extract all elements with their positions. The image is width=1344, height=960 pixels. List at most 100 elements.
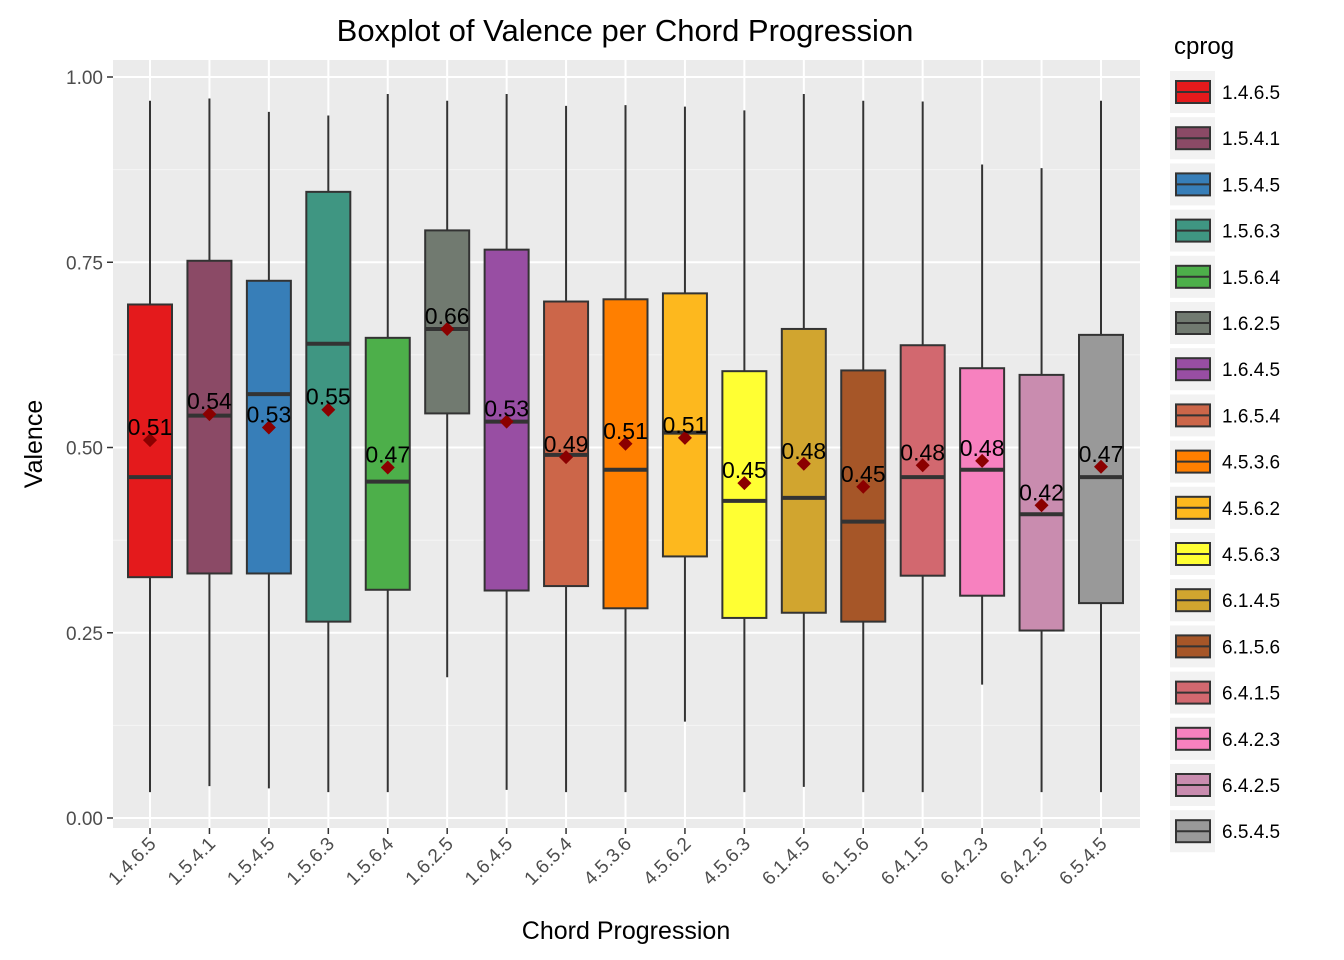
- box-iqr: [661, 292, 708, 558]
- legend-label: 6.4.2.3: [1222, 730, 1280, 751]
- mean-label: 0.51: [603, 418, 648, 444]
- legend-label: 6.4.1.5: [1222, 684, 1280, 705]
- legend-label: 1.5.4.1: [1222, 129, 1280, 150]
- mean-label: 0.47: [365, 442, 410, 468]
- mean-marker: [440, 321, 455, 336]
- box-group: 0.55: [305, 115, 352, 793]
- x-tick-label: 6.4.2.3: [937, 834, 993, 890]
- box-group: 0.53: [245, 111, 292, 789]
- legend-item: 6.5.4.5: [1170, 810, 1280, 853]
- y-tick-label: 1.00: [66, 68, 103, 89]
- x-axis: 1.4.6.5 1.5.4.1 1.5.4.5 1.5.6.3 1.5.6.4 1.6.2…: [105, 828, 1112, 890]
- legend-label: 6.4.2.5: [1222, 776, 1280, 797]
- mean-label: 0.55: [306, 384, 351, 410]
- legend-label: 1.5.6.4: [1222, 268, 1281, 289]
- x-tick-label: 6.1.5.6: [818, 834, 874, 890]
- boxes-layer: 0.51 0.54 0.53 0.55 0.47 0.66 0.53 0.49 0.51 0.51…: [127, 94, 1124, 793]
- box-group: 0.51: [661, 106, 708, 722]
- legend-item: 1.5.6.4: [1170, 255, 1281, 298]
- x-tick-label: 1.5.6.4: [342, 833, 398, 889]
- mean-label: 0.47: [1079, 441, 1124, 467]
- box-iqr: [602, 298, 649, 610]
- legend-label: 6.1.5.6: [1222, 637, 1280, 658]
- mean-label: 0.48: [781, 438, 826, 464]
- legend-title: cprog: [1174, 33, 1234, 60]
- x-tick-label: 1.5.6.3: [283, 834, 339, 890]
- mean-label: 0.53: [484, 396, 529, 422]
- box-group: 0.48: [899, 101, 946, 793]
- mean-marker: [618, 436, 633, 451]
- box-group: 0.45: [840, 100, 887, 793]
- legend-item: 1.4.6.5: [1170, 71, 1280, 113]
- mean-label: 0.45: [722, 457, 767, 483]
- x-tick-label: 4.5.6.3: [699, 834, 755, 890]
- mean-marker: [559, 450, 574, 465]
- legend-label: 1.4.6.5: [1222, 83, 1280, 104]
- mean-label: 0.66: [425, 303, 470, 329]
- y-tick-label: 0.00: [66, 809, 103, 830]
- box-iqr: [721, 370, 768, 619]
- mean-label: 0.51: [663, 412, 708, 438]
- box-iqr: [543, 300, 590, 588]
- legend-label: 4.5.6.2: [1222, 499, 1280, 520]
- mean-marker: [856, 479, 871, 494]
- x-tick-label: 1.6.4.5: [461, 834, 517, 890]
- legend-item: 1.6.5.4: [1170, 394, 1281, 437]
- box-group: 0.53: [483, 94, 530, 790]
- legend-label: 1.6.4.5: [1222, 360, 1280, 381]
- legend-item: 6.4.2.5: [1170, 764, 1280, 806]
- box-group: 0.48: [780, 94, 827, 787]
- mean-marker: [321, 402, 336, 417]
- legend-item: 1.5.4.1: [1170, 117, 1280, 160]
- x-tick-label: 6.1.4.5: [758, 834, 814, 890]
- legend-item: 1.6.2.5: [1170, 302, 1280, 344]
- legend-item: 1.5.6.3: [1170, 209, 1280, 252]
- legend-item: 6.1.5.6: [1170, 625, 1280, 668]
- mean-label: 0.48: [960, 435, 1005, 461]
- mean-label: 0.49: [544, 431, 589, 457]
- box-group: 0.51: [127, 100, 173, 793]
- legend-item: 6.4.1.5: [1170, 671, 1280, 714]
- legend-item: 4.5.3.6: [1170, 440, 1280, 483]
- y-axis-title: Valence: [20, 400, 48, 489]
- box-group: 0.66: [424, 100, 471, 678]
- y-tick-label: 0.25: [66, 624, 103, 645]
- mean-label: 0.54: [187, 388, 232, 414]
- mean-marker: [261, 420, 276, 435]
- x-tick-label: 1.6.2.5: [402, 834, 458, 890]
- chart-title: Boxplot of Valence per Chord Progression: [337, 13, 914, 48]
- box-group: 0.49: [543, 105, 590, 793]
- y-axis: 0.00 0.25 0.50 0.75 1.00: [66, 68, 113, 830]
- legend-label: 1.6.5.4: [1222, 406, 1281, 427]
- box-iqr: [780, 327, 827, 614]
- x-tick-label: 6.5.4.5: [1056, 834, 1112, 890]
- box-iqr: [959, 367, 1006, 597]
- box-group: 0.54: [186, 98, 233, 787]
- x-tick-label: 1.5.4.5: [223, 834, 279, 890]
- box-group: 0.48: [959, 164, 1006, 685]
- legend-label: 4.5.3.6: [1222, 453, 1280, 474]
- mean-label: 0.51: [128, 414, 173, 440]
- legend-label: 4.5.6.3: [1222, 545, 1280, 566]
- legend-item: 1.6.4.5: [1170, 348, 1280, 391]
- legend-label: 6.1.4.5: [1222, 591, 1280, 612]
- legend-label: 6.5.4.5: [1222, 822, 1280, 843]
- mean-marker: [1034, 498, 1049, 513]
- x-tick-label: 4.5.3.6: [580, 834, 636, 890]
- box-iqr: [424, 229, 471, 415]
- legend-label: 1.5.4.5: [1222, 175, 1280, 196]
- mean-marker: [202, 407, 217, 422]
- y-tick-label: 0.75: [66, 253, 103, 274]
- legend-item: 6.4.2.3: [1170, 717, 1280, 760]
- mean-label: 0.48: [900, 439, 945, 465]
- mean-label: 0.42: [1019, 479, 1064, 505]
- mean-label: 0.45: [841, 461, 886, 487]
- mean-marker: [380, 460, 395, 475]
- legend-label: 1.5.6.3: [1222, 222, 1280, 243]
- x-tick-label: 6.4.1.5: [877, 834, 933, 890]
- x-tick-label: 6.4.2.5: [996, 834, 1052, 890]
- box-iqr: [840, 369, 887, 623]
- mean-marker: [796, 456, 811, 471]
- box-group: 0.45: [721, 110, 768, 793]
- legend: cprog 1.4.6.5 1.5.4.1 1.5.4.5 1.5.6.3 1.5.6.…: [1170, 33, 1281, 853]
